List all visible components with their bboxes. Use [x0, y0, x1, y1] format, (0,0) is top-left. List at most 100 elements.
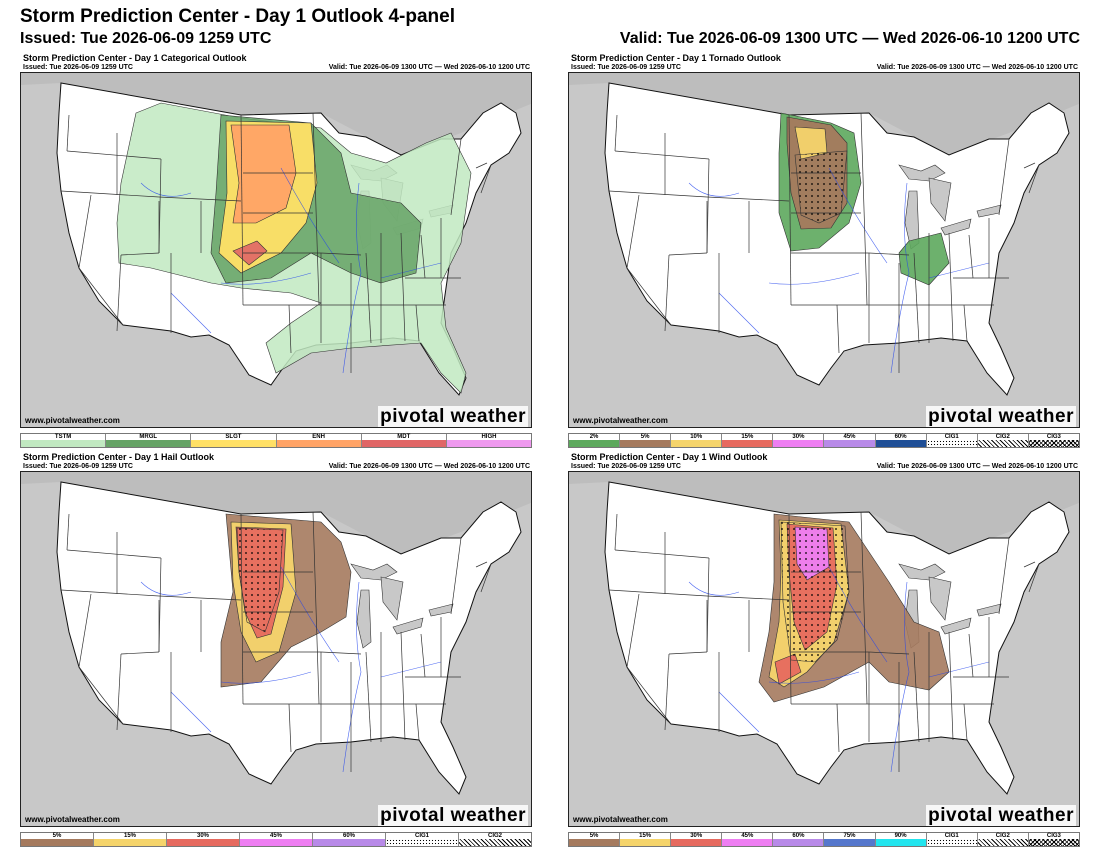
legend-item: HIGH: [446, 434, 532, 447]
legend-item: 5%: [21, 833, 94, 846]
legend-swatch: [276, 440, 361, 447]
legend-label: 45%: [824, 434, 875, 440]
hail-map[interactable]: www.pivotalweather.com pivotal weather: [20, 471, 532, 827]
panel-title: Storm Prediction Center - Day 1 Categori…: [23, 53, 247, 63]
legend-label: 5%: [620, 434, 671, 440]
legend-label: 15%: [722, 434, 773, 440]
legend-item: 15%: [722, 434, 774, 447]
legend-label: TSTM: [21, 434, 106, 440]
valid-time: Valid: Tue 2026-06-09 1300 UTC — Wed 202…: [619, 30, 1080, 47]
legend-swatch: [977, 839, 1028, 846]
legend-swatch: [459, 839, 531, 846]
legend-label: 10%: [671, 434, 722, 440]
wind-cig1-hatch: [780, 521, 850, 663]
legend-label: 60%: [313, 833, 385, 839]
page-title: Storm Prediction Center - Day 1 Outlook …: [20, 6, 455, 27]
brand-logo: pivotal weather: [378, 805, 528, 826]
legend-swatch: [671, 839, 722, 846]
panel-categorical: Storm Prediction Center - Day 1 Categori…: [20, 53, 532, 455]
legend-label: CIG3: [1028, 833, 1079, 839]
legend-label: 5%: [569, 833, 620, 839]
legend-label: 30%: [773, 434, 824, 440]
legend-label: HIGH: [446, 434, 532, 440]
us-map-svg: [21, 73, 531, 427]
panel-valid: Valid: Tue 2026-06-09 1300 UTC — Wed 202…: [328, 463, 530, 470]
legend-swatch: [1028, 440, 1079, 447]
legend-label: CIG2: [459, 833, 531, 839]
legend-item: 45%: [240, 833, 313, 846]
legend-label: SLGT: [191, 434, 276, 440]
brand-logo: pivotal weather: [926, 406, 1076, 427]
legend-item: 60%: [313, 833, 386, 846]
legend-item: TSTM: [21, 434, 107, 447]
legend-item: 75%: [824, 833, 876, 846]
legend-label: 15%: [94, 833, 166, 839]
wind-30pct-south-area: [774, 653, 802, 685]
panel-issued: Issued: Tue 2026-06-09 1259 UTC: [23, 463, 133, 470]
legend-label: 60%: [773, 833, 824, 839]
legend-item: 90%: [875, 833, 927, 846]
panel-valid: Valid: Tue 2026-06-09 1300 UTC — Wed 202…: [876, 463, 1078, 470]
legend-swatch: [620, 440, 671, 447]
legend-swatch: [361, 440, 446, 447]
legend-label: 45%: [722, 833, 773, 839]
legend-label: CIG1: [926, 434, 977, 440]
legend-label: 60%: [875, 434, 926, 440]
legend-item: 15%: [620, 833, 672, 846]
legend-swatch: [1028, 839, 1079, 846]
legend-item: CIG3: [1028, 434, 1079, 447]
map-credit: www.pivotalweather.com: [25, 416, 120, 425]
legend-item: CIG2: [459, 833, 531, 846]
panel-issued: Issued: Tue 2026-06-09 1259 UTC: [23, 64, 133, 71]
legend-item: CIG1: [386, 833, 459, 846]
wind-map[interactable]: www.pivotalweather.com pivotal weather: [568, 471, 1080, 827]
panel-valid: Valid: Tue 2026-06-09 1300 UTC — Wed 202…: [876, 64, 1078, 71]
us-map-svg: [569, 472, 1079, 826]
legend-swatch: [21, 440, 106, 447]
legend-swatch: [875, 839, 926, 846]
categorical-map[interactable]: www.pivotalweather.com pivotal weather: [20, 72, 532, 428]
legend-swatch: [106, 440, 191, 447]
legend-label: CIG2: [977, 434, 1028, 440]
legend-item: CIG2: [977, 434, 1029, 447]
legend-swatch: [671, 440, 722, 447]
panel-title: Storm Prediction Center - Day 1 Tornado …: [571, 53, 781, 63]
tornado-legend: 2% 5% 10% 15% 30% 45% 60% CIG1 CIG2 CIG3: [568, 433, 1080, 448]
tornado-map[interactable]: www.pivotalweather.com pivotal weather: [568, 72, 1080, 428]
panel-title: Storm Prediction Center - Day 1 Hail Out…: [23, 452, 215, 462]
legend-label: CIG2: [977, 833, 1028, 839]
legend-item: 15%: [94, 833, 167, 846]
legend-item: ENH: [276, 434, 362, 447]
panel-hail: Storm Prediction Center - Day 1 Hail Out…: [20, 452, 532, 850]
legend-label: ENH: [276, 434, 361, 440]
legend-item: 30%: [671, 833, 723, 846]
legend-swatch: [773, 839, 824, 846]
categorical-legend: TSTM MRGL SLGT ENH MDT HIGH: [20, 433, 532, 448]
legend-swatch: [313, 839, 385, 846]
issued-time: Issued: Tue 2026-06-09 1259 UTC: [20, 30, 272, 47]
us-map-svg: [21, 472, 531, 826]
legend-swatch: [620, 839, 671, 846]
legend-item: CIG2: [977, 833, 1029, 846]
panel-issued: Issued: Tue 2026-06-09 1259 UTC: [571, 64, 681, 71]
legend-item: 30%: [167, 833, 240, 846]
legend-swatch: [926, 839, 977, 846]
panel-tornado: Storm Prediction Center - Day 1 Tornado …: [568, 53, 1080, 455]
legend-swatch: [977, 440, 1028, 447]
legend-swatch: [926, 440, 977, 447]
legend-label: MDT: [361, 434, 446, 440]
legend-swatch: [167, 839, 239, 846]
legend-label: MRGL: [106, 434, 191, 440]
hail-legend: 5% 15% 30% 45% 60% CIG1 CIG2: [20, 832, 532, 847]
legend-item: 5%: [620, 434, 672, 447]
legend-label: CIG1: [926, 833, 977, 839]
legend-item: CIG1: [926, 434, 978, 447]
legend-item: 2%: [569, 434, 621, 447]
legend-swatch: [240, 839, 312, 846]
enh-area: [230, 124, 297, 224]
map-credit: www.pivotalweather.com: [573, 815, 668, 824]
map-credit: www.pivotalweather.com: [25, 815, 120, 824]
legend-swatch: [875, 440, 926, 447]
legend-swatch: [722, 839, 773, 846]
legend-swatch: [94, 839, 166, 846]
